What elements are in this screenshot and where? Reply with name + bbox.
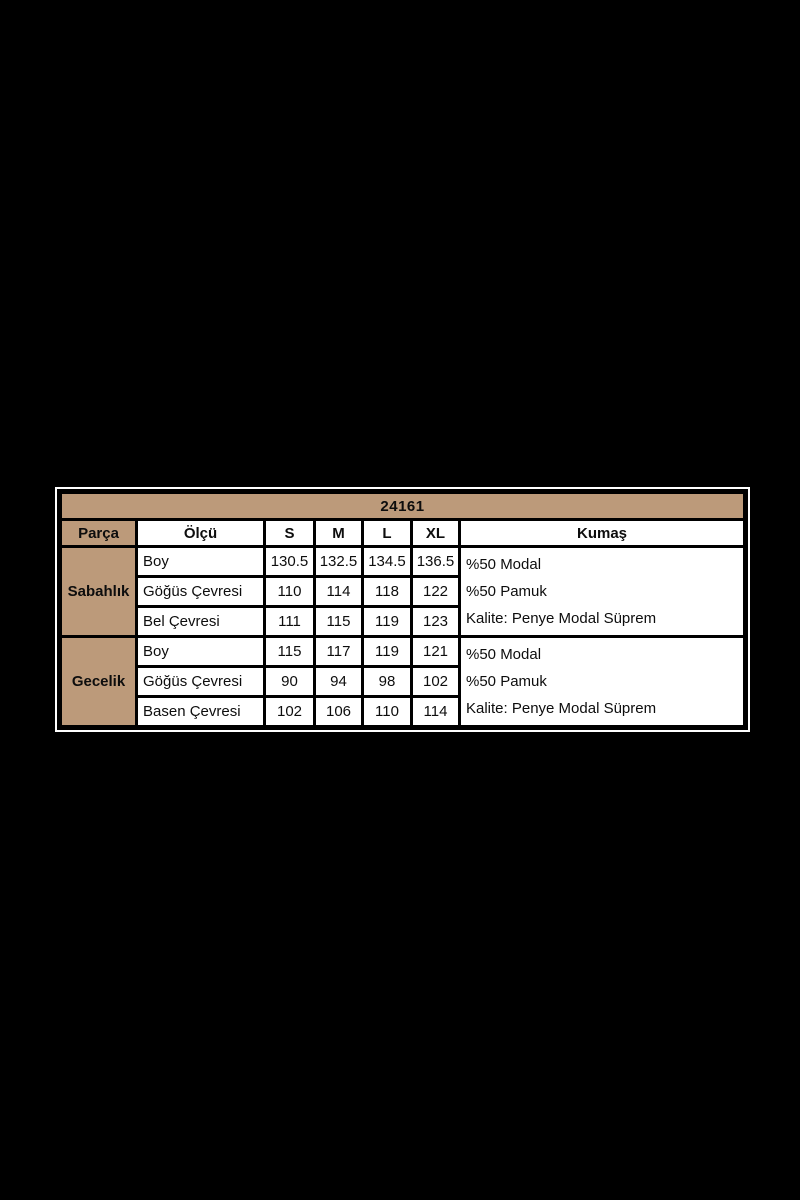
size-value: 132.5 xyxy=(313,545,364,578)
size-value: 115 xyxy=(263,635,316,668)
measure-label: Bel Çevresi xyxy=(135,605,266,638)
title-row: 24161 xyxy=(58,490,747,521)
size-value: 114 xyxy=(410,695,461,729)
col-header-s: S xyxy=(263,518,316,548)
size-value: 123 xyxy=(410,605,461,638)
fabric-line: %50 Modal xyxy=(466,556,542,573)
table-row: Basen Çevresi 102 106 110 114 xyxy=(60,695,746,729)
size-value: 114 xyxy=(313,575,364,608)
table-row: Göğüs Çevresi 90 94 98 102 xyxy=(60,665,746,698)
size-value: 110 xyxy=(361,695,413,729)
size-value: 119 xyxy=(361,605,413,638)
table-row: Sabahlık Boy 130.5 132.5 134.5 136.5 %50… xyxy=(58,545,747,638)
fabric-line: Kalite: Penye Modal Süprem xyxy=(466,700,657,717)
fabric-info-gecelik: %50 Modal %50 Pamuk Kalite: Penye Modal … xyxy=(458,635,747,729)
size-value: 118 xyxy=(361,575,413,608)
size-value: 90 xyxy=(263,665,316,698)
table-row: Gecelik Boy 115 117 119 121 %50 Modal %5… xyxy=(58,635,747,729)
col-header-parca: Parça xyxy=(58,518,138,548)
fabric-line: Kalite: Penye Modal Süprem xyxy=(466,610,657,627)
measure-label: Göğüs Çevresi xyxy=(135,665,266,698)
size-chart: 24161 Parça Ölçü S M L XL Kumaş Sabahlık… xyxy=(55,487,750,732)
size-value: 122 xyxy=(410,575,461,608)
col-header-l: L xyxy=(361,518,413,548)
size-value: 111 xyxy=(263,605,316,638)
model-number-cell: 24161 xyxy=(58,490,747,521)
size-value: 102 xyxy=(263,695,316,729)
section-label-sabahlik: Sabahlık xyxy=(58,545,138,638)
table-row: Bel Çevresi 111 115 119 123 xyxy=(60,605,746,638)
fabric-line: %50 Pamuk xyxy=(466,673,547,690)
measure-label: Boy xyxy=(135,635,266,668)
fabric-line: %50 Pamuk xyxy=(466,583,547,600)
size-value: 115 xyxy=(313,605,364,638)
measure-label: Basen Çevresi xyxy=(135,695,266,729)
col-header-xl: XL xyxy=(410,518,461,548)
size-chart-table: 24161 Parça Ölçü S M L XL Kumaş Sabahlık… xyxy=(57,489,748,730)
fabric-line: %50 Modal xyxy=(466,646,542,663)
size-value: 106 xyxy=(313,695,364,729)
measure-label: Boy xyxy=(135,545,266,578)
table-row: Göğüs Çevresi 110 114 118 122 xyxy=(60,575,746,608)
section-label-gecelik: Gecelik xyxy=(58,635,138,729)
col-header-kumas: Kumaş xyxy=(458,518,747,548)
size-value: 121 xyxy=(410,635,461,668)
size-value: 119 xyxy=(361,635,413,668)
size-value: 94 xyxy=(313,665,364,698)
size-value: 136.5 xyxy=(410,545,461,578)
size-value: 117 xyxy=(313,635,364,668)
size-value: 130.5 xyxy=(263,545,316,578)
size-value: 110 xyxy=(263,575,316,608)
measure-label: Göğüs Çevresi xyxy=(135,575,266,608)
size-value: 134.5 xyxy=(361,545,413,578)
col-header-m: M xyxy=(313,518,364,548)
fabric-info-sabahlik: %50 Modal %50 Pamuk Kalite: Penye Modal … xyxy=(458,545,747,638)
column-header-row: Parça Ölçü S M L XL Kumaş xyxy=(58,518,747,548)
size-value: 98 xyxy=(361,665,413,698)
size-value: 102 xyxy=(410,665,461,698)
col-header-olcu: Ölçü xyxy=(135,518,266,548)
